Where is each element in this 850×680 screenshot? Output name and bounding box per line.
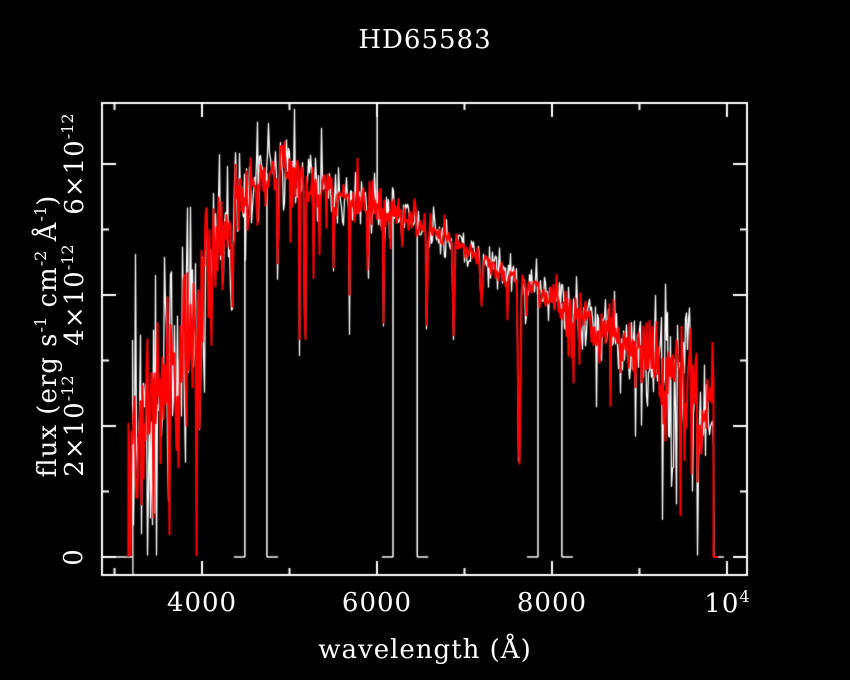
x-tick-label: 4000	[166, 588, 238, 618]
x-tick-label: 6000	[341, 588, 413, 618]
y-tick-label: 0	[59, 548, 89, 566]
y-axis-title: flux (erg s-1 cm-2 Å-1)	[31, 194, 63, 478]
y-tick-label: 2×10-12	[58, 375, 90, 477]
x-axis-title: wavelength (Å)	[318, 635, 532, 665]
x-tick-label: 8000	[516, 588, 588, 618]
chart-title: HD65583	[358, 25, 492, 55]
y-tick-label: 4×10-12	[58, 244, 90, 346]
y-tick-label: 6×10-12	[58, 113, 90, 215]
x-tick-label: 104	[704, 587, 750, 619]
